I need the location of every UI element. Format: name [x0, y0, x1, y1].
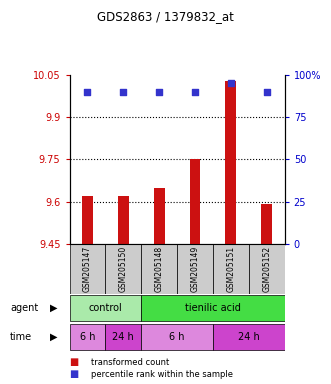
Bar — [141, 244, 177, 294]
Text: tienilic acid: tienilic acid — [185, 303, 241, 313]
Text: GSM205148: GSM205148 — [155, 246, 164, 292]
Bar — [141, 295, 285, 321]
Bar — [261, 204, 272, 244]
Point — [264, 89, 269, 95]
Text: GSM205151: GSM205151 — [226, 246, 235, 292]
Text: percentile rank within the sample: percentile rank within the sample — [91, 370, 233, 379]
Point — [228, 80, 233, 86]
Bar — [105, 324, 141, 350]
Bar — [70, 295, 141, 321]
Point — [120, 89, 126, 95]
Text: GSM205150: GSM205150 — [119, 246, 128, 292]
Bar — [249, 244, 285, 294]
Bar — [70, 244, 105, 294]
Text: GSM205149: GSM205149 — [191, 246, 200, 292]
Bar — [213, 324, 285, 350]
Text: time: time — [10, 332, 32, 342]
Text: ▶: ▶ — [50, 332, 57, 342]
Text: ■: ■ — [70, 369, 79, 379]
Text: GSM205147: GSM205147 — [83, 246, 92, 292]
Bar — [141, 324, 213, 350]
Point — [85, 89, 90, 95]
Bar — [154, 187, 165, 244]
Bar — [70, 324, 105, 350]
Bar — [118, 196, 129, 244]
Text: ▶: ▶ — [50, 303, 57, 313]
Point — [192, 89, 198, 95]
Text: 24 h: 24 h — [113, 332, 134, 342]
Text: transformed count: transformed count — [91, 358, 169, 367]
Bar — [105, 244, 141, 294]
Text: 6 h: 6 h — [80, 332, 95, 342]
Text: 6 h: 6 h — [169, 332, 185, 342]
Bar — [190, 159, 200, 244]
Bar — [177, 244, 213, 294]
Point — [157, 89, 162, 95]
Text: agent: agent — [10, 303, 38, 313]
Text: 24 h: 24 h — [238, 332, 260, 342]
Text: GDS2863 / 1379832_at: GDS2863 / 1379832_at — [97, 10, 234, 23]
Bar — [213, 244, 249, 294]
Text: GSM205152: GSM205152 — [262, 246, 271, 292]
Text: ■: ■ — [70, 357, 79, 367]
Text: control: control — [88, 303, 122, 313]
Bar — [82, 196, 93, 244]
Bar — [225, 81, 236, 244]
